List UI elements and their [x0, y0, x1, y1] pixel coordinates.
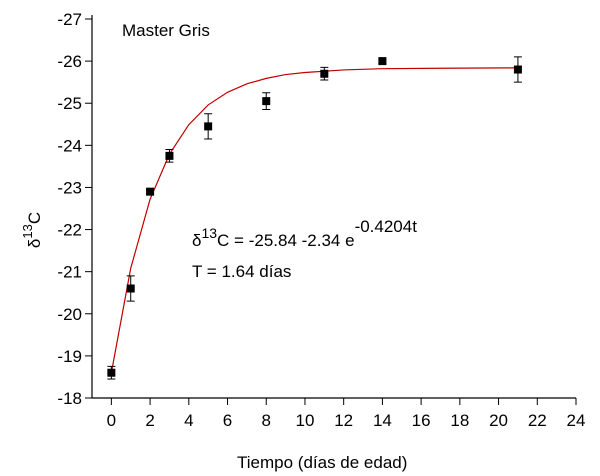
y-axis-label: δ13C: [20, 212, 44, 248]
x-tick-label: 18: [450, 411, 469, 430]
point: [126, 284, 135, 293]
x-tick-label: 0: [107, 411, 116, 430]
y-tick-label: -23: [57, 178, 82, 197]
x-tick-label: 8: [262, 411, 271, 430]
point: [513, 65, 522, 74]
y-tick-label: -26: [57, 52, 82, 71]
fit-curve: [110, 67, 518, 373]
y-label-sup: 13: [20, 224, 35, 238]
x-tick-label: 2: [145, 411, 154, 430]
annotation-sup: -0.4204t: [355, 217, 418, 236]
y-label-part: δ: [25, 239, 44, 248]
x-tick-label: 16: [412, 411, 431, 430]
annotation-part: δ: [192, 231, 201, 250]
x-axis-label: Tiempo (días de edad): [237, 453, 407, 472]
point: [262, 97, 271, 106]
point: [107, 368, 116, 377]
chart-title: Master Gris: [122, 21, 210, 40]
point: [204, 122, 213, 131]
annotation: T = 1.64 días: [192, 262, 291, 281]
point: [378, 57, 387, 66]
annotation: δ13C = -25.84 -2.34 e-0.4204t: [192, 217, 417, 250]
annotation-sup: 13: [201, 225, 217, 241]
y-tick-label: -22: [57, 221, 82, 240]
y-tick-label: -21: [57, 263, 82, 282]
y-label-part: C: [25, 212, 44, 224]
y-tick-label: -18: [57, 389, 82, 408]
x-tick-label: 22: [528, 411, 547, 430]
y-tick-label: -19: [57, 347, 82, 366]
x-tick-label: 14: [373, 411, 392, 430]
point: [320, 69, 329, 78]
y-tick-label: -25: [57, 94, 82, 113]
x-tick-label: 20: [489, 411, 508, 430]
x-tick-label: 6: [223, 411, 232, 430]
point: [165, 151, 174, 160]
point: [146, 187, 155, 196]
x-tick-label: 24: [567, 411, 586, 430]
y-tick-label: -20: [57, 305, 82, 324]
x-tick-label: 10: [295, 411, 314, 430]
y-tick-label: -27: [57, 10, 82, 29]
annotation-part: C = -25.84 -2.34 e: [217, 231, 355, 250]
x-tick-label: 12: [334, 411, 353, 430]
y-tick-label: -24: [57, 136, 82, 155]
x-tick-label: 4: [184, 411, 193, 430]
